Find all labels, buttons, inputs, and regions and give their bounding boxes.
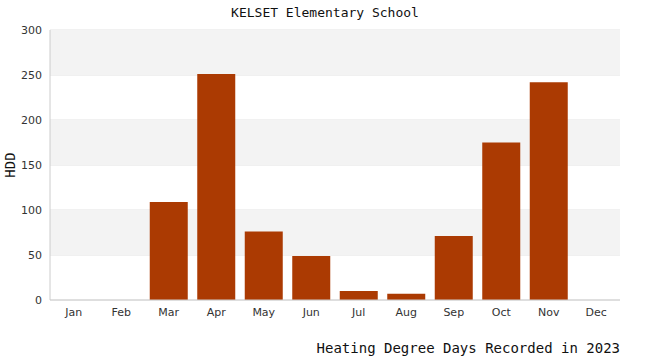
- svg-text:250: 250: [21, 69, 42, 82]
- svg-text:Mar: Mar: [158, 306, 179, 319]
- svg-text:300: 300: [21, 24, 42, 37]
- svg-text:100: 100: [21, 204, 42, 217]
- svg-text:150: 150: [21, 159, 42, 172]
- svg-text:Apr: Apr: [207, 306, 227, 319]
- html-text:KELSET Elementary School: KELSET Elementary School: [231, 5, 419, 20]
- svg-text:200: 200: [21, 114, 42, 127]
- svg-text:Dec: Dec: [586, 306, 607, 319]
- svg-text:Oct: Oct: [492, 306, 512, 319]
- html-text:Heating Degree Days Recorded i: Heating Degree Days Recorded in 2023: [316, 340, 620, 356]
- svg-text:Jul: Jul: [351, 306, 365, 319]
- svg-text:Nov: Nov: [538, 306, 560, 319]
- svg-text:HDD: HDD: [8, 152, 18, 177]
- svg-text:Jun: Jun: [302, 306, 320, 319]
- svg-text:Sep: Sep: [443, 306, 464, 319]
- svg-text:50: 50: [28, 249, 42, 262]
- svg-text:May: May: [252, 306, 275, 319]
- svg-text:0: 0: [35, 294, 42, 307]
- svg-text:Jan: Jan: [64, 306, 82, 319]
- svg-text:Feb: Feb: [112, 306, 131, 319]
- svg-text:Aug: Aug: [396, 306, 417, 319]
